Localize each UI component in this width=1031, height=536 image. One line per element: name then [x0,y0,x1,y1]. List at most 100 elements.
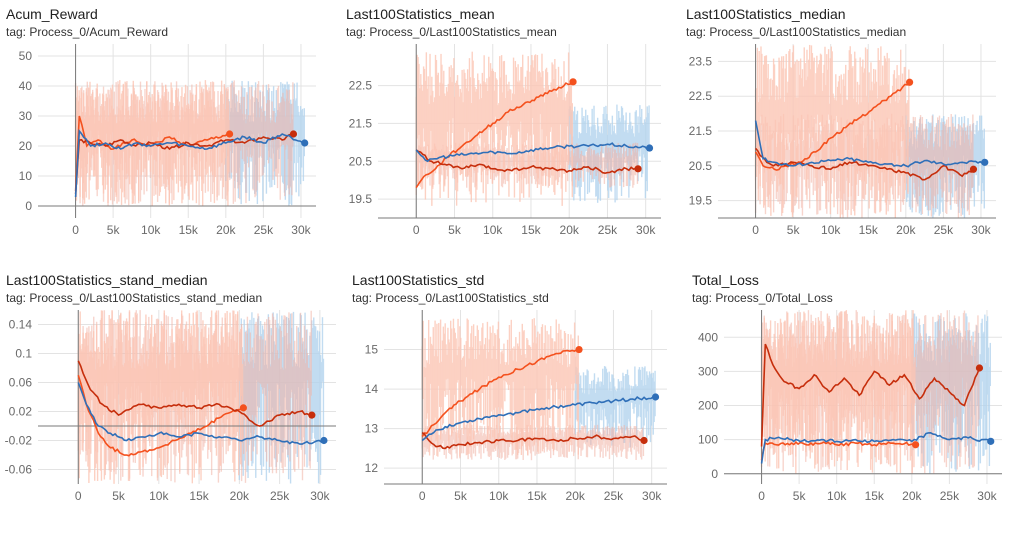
x-tick-label: 15k [865,489,885,503]
series-end-point-blue[interactable] [981,158,989,166]
y-tick-label: 21.5 [689,124,713,138]
series-end-point-blue[interactable] [651,393,660,401]
y-tick-label: -0.06 [5,463,33,477]
series-end-point-blue[interactable] [645,144,654,152]
series-end-point-orange[interactable] [905,78,914,86]
y-tick-label: 0.14 [9,318,33,332]
x-tick-label: 5k [448,223,462,237]
series-end-point-red[interactable] [640,436,648,445]
series-end-point-orange[interactable] [225,130,234,138]
y-tick-label: 22.5 [689,89,713,103]
chart-tag: tag: Process_0/Acum_Reward [6,25,169,39]
x-tick-label: 30k [971,223,991,237]
series-end-point-red[interactable] [308,411,316,419]
x-tick-label: 5k [787,223,801,237]
y-tick-label: 300 [698,364,718,378]
chart-title: Total_Loss [692,272,759,288]
raw-band-orange [77,310,244,484]
chart-title: Acum_Reward [6,6,98,22]
x-tick-label: 10k [821,223,841,237]
y-tick-label: 20 [19,139,33,153]
y-tick-label: 100 [698,433,718,447]
series-line-orange[interactable] [760,440,916,461]
chart-tag: tag: Process_0/Last100Statistics_median [686,25,907,39]
x-tick-label: 0 [752,223,759,237]
chart-tag: tag: Process_0/Last100Statistics_std [352,291,549,305]
x-tick-label: 30k [310,489,330,503]
x-tick-label: 25k [270,489,290,503]
series-line-orange[interactable] [77,374,244,457]
chart-plot[interactable]: 0 5k 10k 15k 20k 25k 30k 0 10 20 30 40 50 [6,42,316,242]
series-end-point-orange[interactable] [575,345,583,354]
x-tick-label: 15k [521,223,541,237]
x-tick-label: 10k [483,223,503,237]
y-tick-label: -0.02 [5,434,33,448]
y-tick-label: 21.5 [349,116,373,130]
series-line-blue[interactable] [77,382,325,445]
x-tick-label: 5k [793,489,807,503]
x-tick-label: 20k [230,489,250,503]
series-line-blue[interactable] [421,396,656,442]
chart-plot[interactable]: 0 5k 10k 15k 20k 25k 30k 0 100 200 300 400 [692,308,1002,508]
series-line-blue[interactable] [415,142,650,163]
series-end-point-red[interactable] [969,165,978,173]
series-line-orange[interactable] [421,348,580,437]
series-end-point-red[interactable] [634,165,642,173]
series-end-point-red[interactable] [975,364,984,372]
x-tick-label: 25k [604,489,624,503]
chart-title: Last100Statistics_stand_median [6,272,208,288]
x-tick-label: 20k [566,489,586,503]
x-tick-label: 30k [636,223,656,237]
y-tick-label: 50 [19,49,33,63]
series-line-red[interactable] [421,431,645,450]
chart-title: Last100Statistics_median [686,6,846,22]
chart-plot[interactable]: 0 5k 10k 15k 20k 25k 30k 19.5 20.5 21.5 22.5 23.5 [686,42,996,242]
series-end-point-blue[interactable] [320,436,328,445]
series-line-orange[interactable] [415,81,574,189]
chart-tag: tag: Process_0/Last100Statistics_mean [346,25,557,39]
raw-band-orange [415,51,573,206]
x-tick-label: 0 [72,223,79,237]
chart-plot[interactable]: 0 5k 10k 15k 20k 25k 30k 19.5 20.5 21.5 22.5 [346,42,661,242]
y-tick-label: 30 [19,109,33,123]
x-tick-label: 0 [419,489,426,503]
x-tick-label: 5k [112,489,126,503]
chart-plot[interactable]: 0 5k 10k 15k 20k 25k 30k 12 13 14 15 [352,308,667,508]
series-end-point-orange[interactable] [569,78,577,86]
y-tick-label: 13 [365,422,379,436]
series-line-orange[interactable] [754,81,911,171]
raw-band-orange [754,44,910,218]
x-tick-label: 15k [527,489,547,503]
series-line-red[interactable] [754,147,975,181]
y-tick-label: 22.5 [349,79,373,93]
y-tick-label: 15 [365,343,379,357]
series-end-point-blue[interactable] [301,139,309,147]
series-end-point-red[interactable] [289,130,298,138]
x-tick-label: 0 [75,489,82,503]
x-tick-label: 25k [254,223,274,237]
x-tick-label: 15k [859,223,879,237]
series-line-blue[interactable] [74,128,305,198]
y-tick-label: 0.02 [9,405,33,419]
x-tick-label: 30k [977,489,997,503]
series-line-blue[interactable] [754,120,985,168]
series-end-point-blue[interactable] [987,437,995,445]
series-line-red[interactable] [415,149,639,175]
y-tick-label: 12 [365,461,379,475]
x-tick-label: 0 [758,489,765,503]
x-tick-label: 15k [179,223,199,237]
chart-plot[interactable]: 0 5k 10k 15k 20k 25k 30k -0.06 -0.02 0.02 0.06 0.1 0… [5,308,336,508]
series-line-red[interactable] [74,133,294,195]
series-line-red[interactable] [77,360,312,427]
x-tick-label: 20k [902,489,922,503]
x-tick-label: 5k [454,489,468,503]
raw-band-orange [760,310,916,474]
x-tick-label: 30k [291,223,311,237]
y-tick-label: 20.5 [349,154,373,168]
x-tick-label: 10k [827,489,847,503]
series-end-point-orange[interactable] [239,404,247,412]
series-end-point-orange[interactable] [911,441,920,449]
y-tick-label: 20.5 [689,159,713,173]
series-line-blue[interactable] [760,431,992,464]
series-line-red[interactable] [760,343,981,447]
